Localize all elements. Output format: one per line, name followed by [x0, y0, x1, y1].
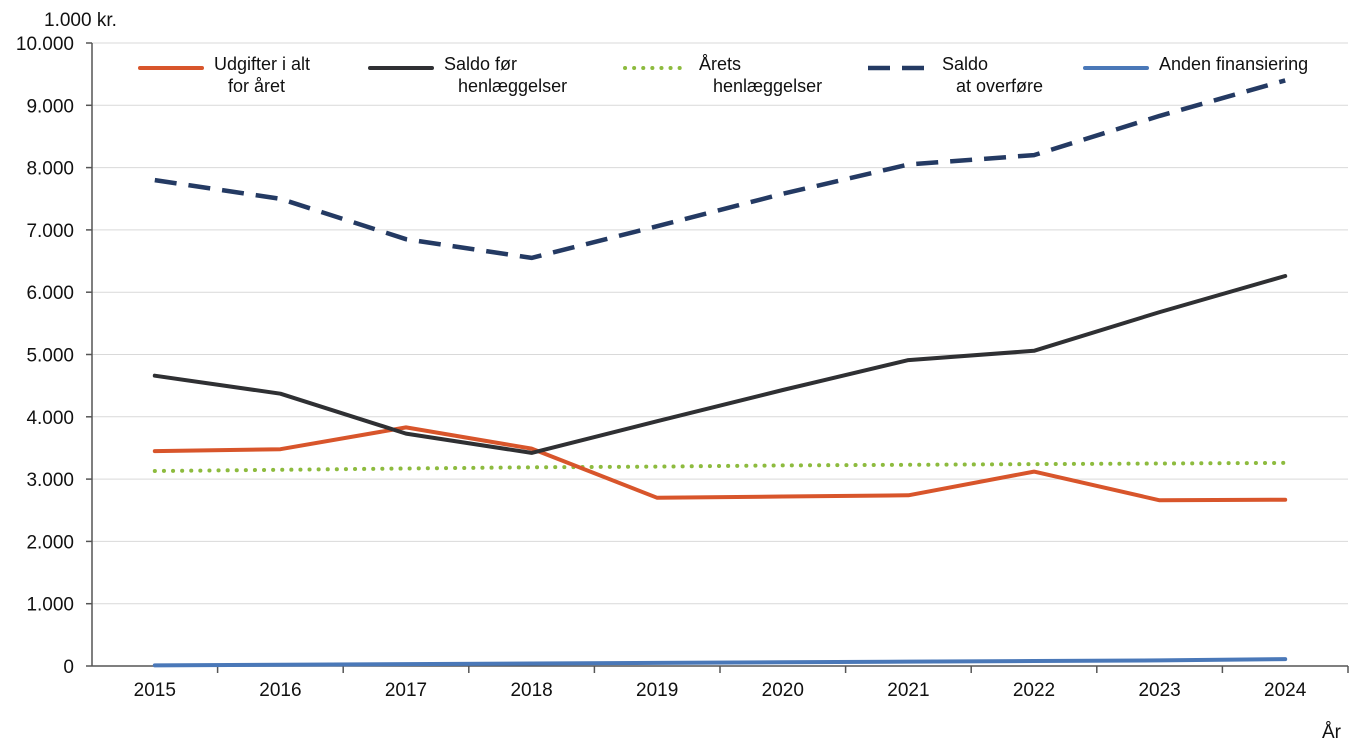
series-lines	[152, 78, 1288, 668]
y-tick-label: 4.000	[26, 408, 74, 429]
y-axis-title: 1.000 kr.	[44, 10, 117, 31]
y-tick-labels: 0 1.000 2.000 3.000 4.000 5.000 6.000 7.000 8.00…	[16, 34, 74, 678]
y-tick-label: 10.000	[16, 34, 74, 55]
grid-lines	[86, 42, 1348, 667]
x-tick-label: 2019	[636, 680, 678, 701]
y-tick-label: 0	[63, 657, 74, 678]
series-line	[152, 460, 1288, 473]
legend-label: Udgifter i alt for året	[214, 54, 310, 96]
y-tick-label: 8.000	[26, 159, 74, 180]
series-line	[152, 657, 1288, 668]
y-tick-label: 9.000	[26, 96, 74, 117]
x-tick-label: 2022	[1013, 680, 1055, 701]
x-tick-label: 2020	[762, 680, 804, 701]
x-tick-label: 2016	[259, 680, 301, 701]
y-tick-label: 7.000	[26, 221, 74, 242]
x-tick-label: 2017	[385, 680, 427, 701]
x-tick-label: 2015	[134, 680, 176, 701]
x-tick-label: 2024	[1264, 680, 1307, 701]
x-axis-title: År	[1322, 722, 1342, 742]
y-tick-label: 1.000	[26, 595, 74, 616]
series-line	[152, 274, 1288, 455]
legend: Udgifter i alt for året Saldo før henlæggel…	[138, 54, 1308, 96]
legend-label: Årets henlæggelser	[699, 54, 822, 96]
series-line	[152, 425, 1288, 503]
y-tick-label: 2.000	[26, 532, 74, 553]
x-tick-label: 2018	[510, 680, 552, 701]
x-tick-label: 2023	[1138, 680, 1180, 701]
legend-label: Saldo at overføre	[942, 54, 1043, 96]
series-line	[154, 78, 1286, 261]
y-tick-label: 3.000	[26, 470, 74, 491]
legend-label: Saldo før henlæggelser	[444, 54, 567, 96]
x-tick-labels: 2015 2016 2017 2018 2019 2020 2021 2022 2023 2024	[134, 666, 1349, 701]
y-tick-label: 5.000	[26, 346, 74, 367]
y-tick-label: 6.000	[26, 283, 74, 304]
x-tick-label: 2021	[887, 680, 929, 701]
legend-label: Anden finansiering	[1159, 54, 1308, 74]
